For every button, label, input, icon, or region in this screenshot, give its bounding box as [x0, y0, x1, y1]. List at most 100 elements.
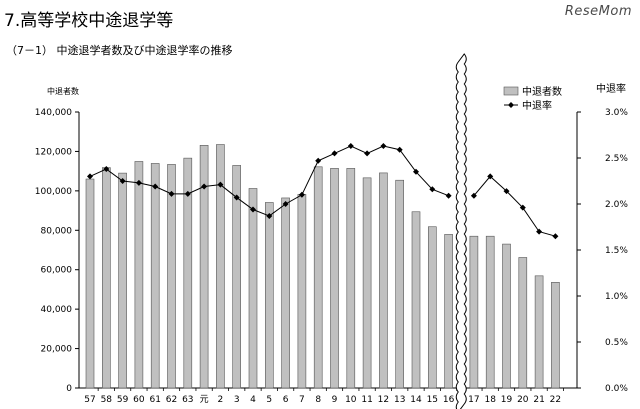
rate-point: [519, 204, 526, 211]
rate-point: [135, 179, 142, 186]
rate-point: [331, 150, 338, 157]
rate-point: [364, 150, 371, 157]
y-tick-label-right: 2.0%: [605, 200, 628, 210]
y-axis-label-left: 中退者数: [47, 86, 79, 96]
bar: [534, 275, 544, 389]
y-tick-label-left: 140,000: [35, 108, 72, 118]
rate-point: [396, 146, 403, 153]
x-tick-label: 12: [378, 395, 389, 405]
rate-point: [201, 183, 208, 190]
x-tick-label: 7: [299, 395, 305, 405]
x-tick-label: 22: [550, 395, 561, 405]
y-tick-label-left: 20,000: [41, 345, 73, 355]
x-tick-label: 元: [200, 395, 209, 405]
bar: [379, 172, 388, 389]
x-tick-label: 60: [133, 395, 145, 405]
rate-point: [266, 212, 273, 219]
x-tick-label: 14: [410, 395, 422, 405]
y-tick-label-right: 1.5%: [605, 246, 628, 256]
y-tick-label-right: 3.0%: [605, 108, 628, 118]
rate-point: [282, 201, 289, 207]
y-tick-label-left: 100,000: [35, 187, 72, 197]
x-tick-label: 3: [234, 395, 240, 405]
bar: [485, 235, 495, 389]
bar: [102, 167, 111, 389]
y-tick-label-left: 80,000: [41, 226, 73, 236]
rate-point: [380, 143, 387, 150]
x-tick-label: 17: [468, 395, 479, 405]
x-tick-label: 20: [517, 395, 529, 405]
chart-subtitle: （7－1） 中途退学者数及び中途退学率の推移: [6, 44, 233, 57]
x-tick-label: 9: [332, 395, 338, 405]
bar: [281, 197, 290, 389]
bar: [469, 235, 479, 389]
x-tick-label: 5: [266, 395, 272, 405]
x-tick-label: 13: [394, 395, 405, 405]
bar: [346, 168, 356, 389]
x-tick-label: 18: [484, 395, 496, 405]
x-tick-label: 8: [315, 395, 321, 405]
x-tick-label: 6: [283, 395, 289, 405]
bar: [232, 165, 241, 389]
rate-point: [503, 188, 510, 195]
bar: [150, 163, 160, 389]
rate-point: [103, 166, 110, 173]
brand-logo: ReseMom: [564, 4, 632, 19]
bar: [297, 194, 307, 389]
y-tick-label-left: 0: [66, 384, 72, 394]
rate-point: [119, 178, 126, 184]
legend-marker-line: [508, 102, 514, 108]
x-tick-label: 4: [250, 395, 256, 405]
rate-point: [315, 157, 322, 164]
bar: [199, 145, 209, 389]
x-tick-label: 59: [117, 395, 129, 405]
y-tick-label-right: 1.0%: [605, 292, 628, 302]
x-tick-label: 21: [533, 395, 544, 405]
page-title: 7.高等学校中途退学等: [4, 11, 174, 31]
rate-point: [184, 190, 191, 197]
bar: [118, 172, 127, 389]
rate-point: [487, 173, 494, 180]
y-axis-label-right: 中退率: [596, 82, 626, 95]
bar: [551, 282, 560, 389]
bar: [248, 188, 258, 389]
bar: [427, 226, 437, 389]
rate-point: [470, 192, 477, 199]
x-tick-label: 2: [218, 395, 224, 405]
bar: [264, 202, 274, 389]
rate-point: [87, 173, 93, 180]
bar: [411, 211, 421, 389]
rate-point: [429, 186, 436, 193]
bar: [362, 177, 372, 389]
bar: [216, 144, 225, 389]
rate-line: [473, 175, 556, 237]
y-tick-label-left: 60,000: [41, 266, 73, 276]
bar: [502, 243, 511, 389]
rate-point: [168, 190, 175, 197]
y-tick-label-right: 0.5%: [605, 338, 628, 348]
rate-point: [217, 181, 224, 188]
y-tick-label-left: 120,000: [35, 147, 72, 157]
bar: [395, 179, 405, 389]
rate-point: [445, 192, 452, 199]
x-tick-label: 57: [84, 395, 95, 405]
x-tick-label: 15: [427, 395, 438, 405]
axis-break: [455, 53, 467, 409]
legend-label-bar: 中退者数: [522, 85, 562, 98]
y-tick-label-left: 40,000: [41, 305, 73, 315]
x-tick-label: 61: [149, 395, 160, 405]
legend-swatch-bar: [503, 86, 519, 96]
y-tick-label-right: 2.5%: [605, 154, 628, 164]
rate-point: [250, 206, 256, 213]
bar: [134, 161, 144, 389]
bar: [518, 257, 528, 389]
rate-point: [413, 168, 419, 175]
rate-point: [152, 183, 159, 190]
rate-point: [233, 194, 240, 201]
x-tick-label: 10: [345, 395, 357, 405]
rate-point: [298, 191, 305, 198]
legend-label-line: 中退率: [522, 99, 552, 112]
bar: [444, 234, 453, 389]
y-tick-label-right: 0.0%: [605, 384, 628, 394]
